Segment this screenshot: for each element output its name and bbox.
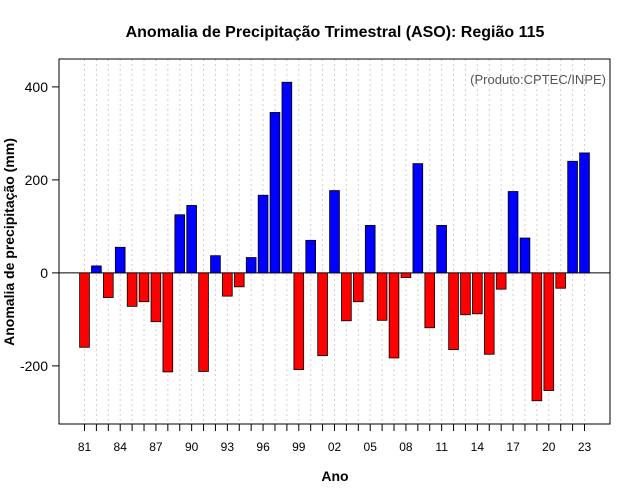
bar-1988	[162, 272, 174, 373]
bar-1986	[138, 272, 150, 303]
y-tick-label: 200	[25, 172, 49, 188]
x-tick-label: 08	[399, 440, 413, 454]
bar-2018	[519, 237, 531, 274]
y-tick-label: -200	[20, 358, 48, 374]
x-tick-label: 14	[471, 440, 485, 454]
bar-2016	[495, 272, 507, 290]
bar-1991	[198, 272, 209, 372]
bar-2023	[579, 152, 590, 274]
bar-1981	[79, 272, 90, 348]
bar-1999	[293, 272, 305, 370]
bar-2008	[400, 272, 412, 278]
x-tick-label: 93	[221, 440, 235, 454]
bar-2004	[353, 272, 364, 303]
bar-1983	[103, 272, 114, 298]
bar-1985	[126, 272, 138, 307]
bar-2021	[555, 272, 566, 289]
bar-2015	[483, 272, 495, 355]
x-tick-label: 20	[542, 440, 556, 454]
bar-1982	[91, 265, 102, 274]
bar-1987	[150, 272, 162, 323]
bar-1992	[210, 255, 221, 274]
x-tick-label: 87	[149, 440, 163, 454]
x-tick-label: 11	[435, 440, 448, 454]
bar-2010	[424, 272, 436, 329]
bar-2014	[472, 272, 483, 315]
bar-2002	[329, 190, 340, 274]
y-axis: -200 0 200 400	[20, 79, 59, 374]
bar-2019	[531, 272, 543, 402]
bar-2017	[507, 191, 519, 274]
x-tick-label: 90	[185, 440, 199, 454]
x-tick-label: 23	[578, 440, 592, 454]
x-axis-label: Ano	[321, 468, 348, 484]
bar-1994	[233, 272, 245, 288]
x-tick-label: 96	[256, 440, 270, 454]
x-tick-label: 02	[328, 440, 342, 454]
bar-2005	[364, 225, 376, 274]
bar-2003	[341, 272, 352, 322]
y-tick-label: 0	[40, 265, 48, 281]
bar-2022	[567, 160, 578, 274]
bar-2009	[412, 163, 424, 274]
bar-2000	[305, 239, 316, 274]
bar-1996	[257, 194, 269, 274]
bar-2011	[436, 225, 447, 274]
x-tick-label: 81	[78, 440, 92, 454]
product-credit: (Produto:CPTEC/INPE)	[470, 72, 606, 87]
bars	[79, 81, 590, 402]
y-tick-label: 400	[25, 79, 49, 95]
x-tick-label: 99	[292, 440, 306, 454]
bar-2001	[317, 272, 328, 357]
chart-title: Anomalia de Precipitação Trimestral (ASO…	[126, 24, 545, 41]
bar-2012	[448, 272, 459, 351]
bar-2007	[388, 272, 400, 359]
y-axis-label: Anomalia de precipitação (mm)	[1, 138, 17, 346]
x-axis: 81 84 87 90 93 96 99 02 05 08 11 14 17 20 23	[78, 424, 592, 454]
bar-1993	[222, 272, 233, 297]
bar-1995	[245, 257, 257, 274]
bar-2006	[376, 272, 388, 321]
bar-1984	[114, 246, 126, 274]
bar-1998	[281, 81, 293, 274]
bar-1989	[174, 214, 186, 274]
bar-2013	[460, 272, 471, 316]
x-tick-label: 05	[364, 440, 378, 454]
x-tick-label: 17	[506, 440, 520, 454]
bar-1990	[186, 205, 197, 274]
bar-1997	[269, 112, 281, 274]
bar-2020	[543, 272, 555, 391]
x-tick-label: 84	[114, 440, 128, 454]
